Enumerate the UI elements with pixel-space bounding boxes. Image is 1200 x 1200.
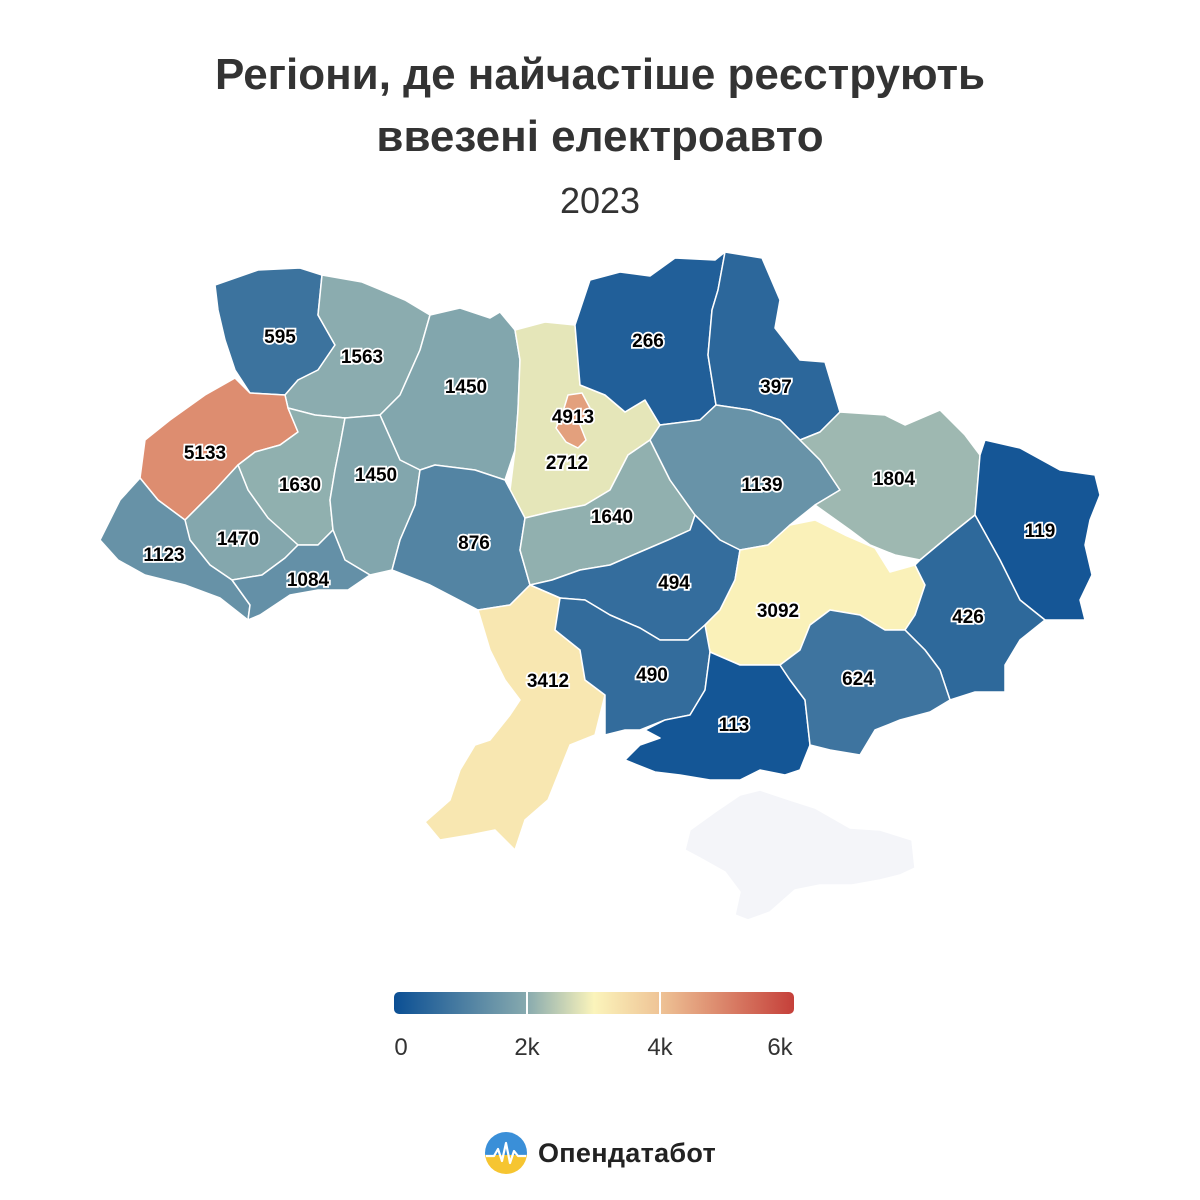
value-label-volyn: 595: [264, 327, 296, 348]
value-label-kherson: 113: [719, 715, 750, 736]
legend-label-0: 0: [394, 1034, 408, 1061]
value-label-odesa: 3412: [527, 671, 569, 692]
value-label-donetsk: 426: [952, 607, 984, 628]
title-line-1: Регіони, де найчастіше реєструють: [214, 50, 986, 99]
value-label-cherkasy: 1640: [591, 507, 633, 528]
brand-footer: Опендатабот: [484, 1130, 716, 1176]
value-label-ivano-frankivsk: 1470: [217, 529, 259, 550]
map-subtitle: 2023: [559, 180, 641, 221]
value-label-zaporizhzhia: 624: [842, 669, 874, 690]
opendatabot-logo-icon: [485, 1132, 527, 1174]
value-label-kirovohrad: 494: [658, 573, 690, 594]
value-label-lviv: 5133: [184, 443, 226, 464]
color-scale-legend: [394, 992, 794, 1014]
value-label-kharkiv: 1804: [873, 469, 916, 490]
brand-name: Опендатабот: [538, 1137, 717, 1168]
map-title: Регіони, де найчастіше реєструють ввезен…: [0, 44, 1200, 168]
region-donetsk[interactable]: [904, 514, 1046, 701]
value-label-kyiv-oblast: 2712: [546, 453, 588, 474]
region-chernivtsi[interactable]: [231, 529, 371, 621]
legend-tick-2k: [526, 992, 528, 1014]
value-label-khmelnytskyi: 1450: [355, 465, 397, 486]
legend-label-2k: 2k: [514, 1034, 540, 1061]
value-label-rivne: 1563: [341, 347, 383, 368]
value-label-zakarpattia: 1123: [143, 545, 184, 566]
legend-tick-4k: [659, 992, 661, 1014]
region-zaporizhzhia[interactable]: [779, 609, 951, 756]
region-crimea: [684, 789, 916, 921]
region-khmelnytskyi[interactable]: [329, 414, 421, 576]
value-label-ternopil: 1630: [279, 475, 321, 496]
value-label-poltava: 1139: [741, 475, 782, 496]
value-label-chernihiv: 266: [632, 331, 664, 352]
value-label-mykolaiv: 490: [636, 665, 668, 686]
value-label-dnipropetrovsk: 3092: [757, 601, 799, 622]
value-label-luhansk: 119: [1025, 521, 1056, 542]
value-label-chernivtsi: 1084: [287, 570, 330, 591]
value-label-vinnytsia: 876: [458, 533, 490, 554]
value-label-sumy: 397: [760, 377, 792, 398]
legend-label-4k: 4k: [647, 1034, 673, 1061]
region-kyiv-city[interactable]: [555, 392, 591, 449]
value-label-kyiv-city: 4913: [552, 407, 594, 428]
value-label-zhytomyr: 1450: [445, 377, 487, 398]
title-line-2: ввезені електроавто: [376, 112, 824, 161]
legend-label-6k: 6k: [767, 1034, 793, 1061]
